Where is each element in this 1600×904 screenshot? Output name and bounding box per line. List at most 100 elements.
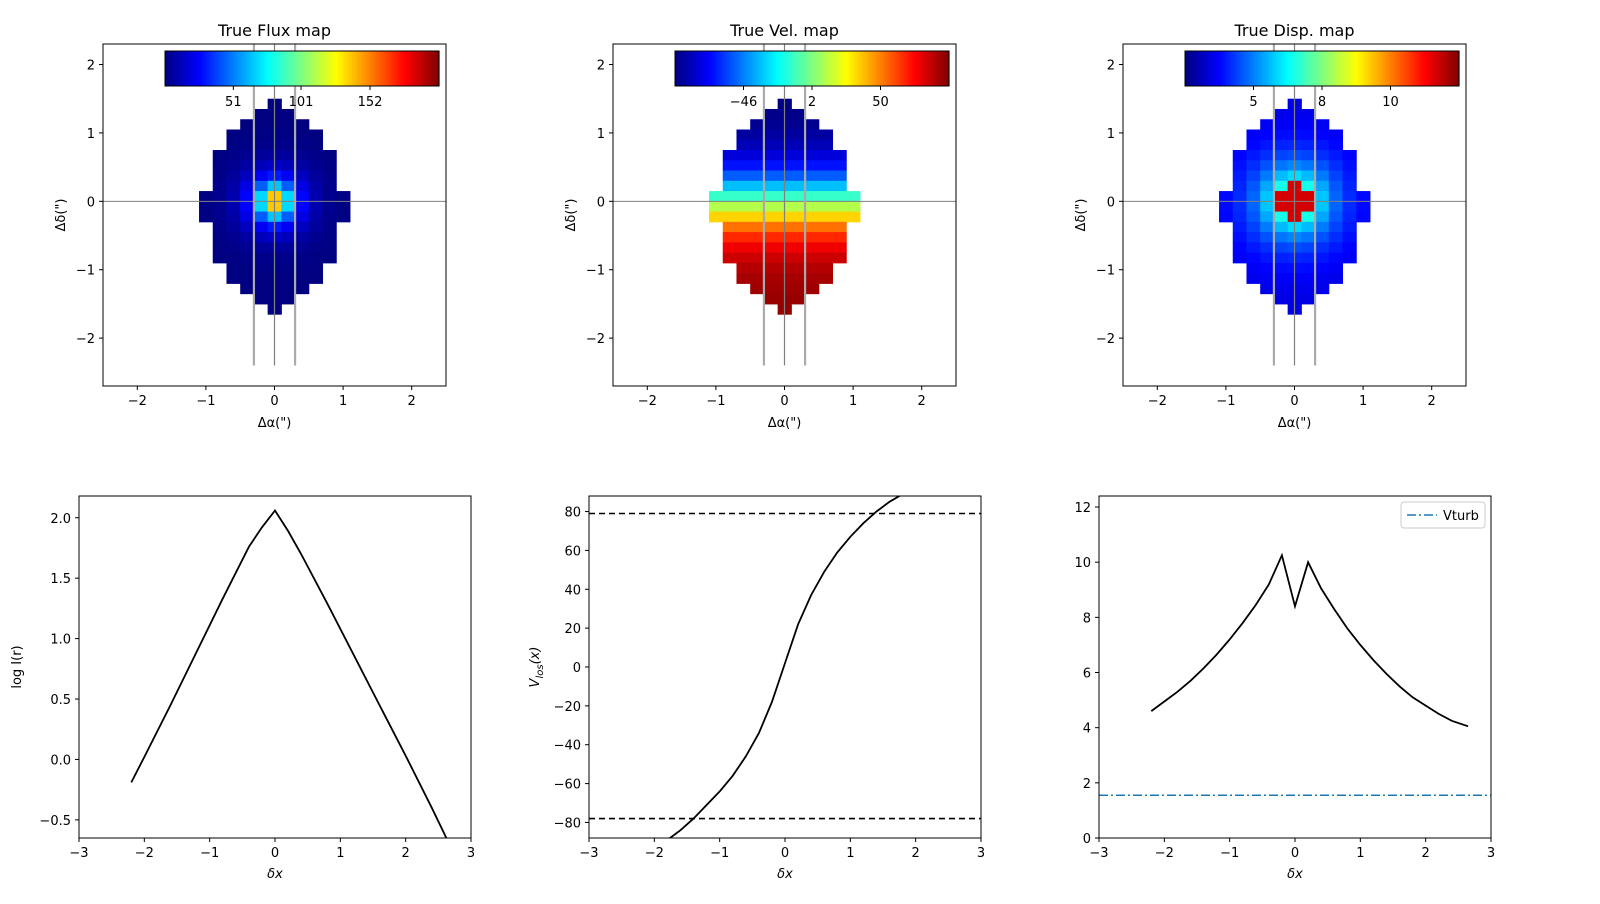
- heatmap-pixel: [1260, 139, 1275, 151]
- colorbar-segment: [254, 51, 257, 86]
- heatmap-pixel: [253, 180, 269, 192]
- heatmap-pixel: [722, 221, 737, 233]
- x-tick-label: −3: [69, 846, 88, 861]
- colorbar-tick-label: 51: [225, 95, 242, 110]
- heatmap-pixel: [750, 191, 765, 202]
- colorbar-segment: [388, 51, 392, 86]
- colorbar-segment: [1376, 51, 1380, 86]
- heatmap-pixel: [240, 273, 255, 284]
- heatmap-pixel: [295, 221, 310, 233]
- heatmap-pixel: [791, 139, 806, 151]
- colorbar-segment: [912, 51, 916, 86]
- heatmap-pixels: [199, 98, 351, 315]
- heatmap-pixel: [1328, 180, 1344, 192]
- panel-5: −3 −2 −1 0 1 2 3 −80 −60 −40 −20 0 20 40 60 80 δx Vlos(x): [528, 495, 985, 882]
- colorbar-segment: [171, 51, 175, 86]
- heatmap-pixel: [1342, 242, 1357, 254]
- heatmap-pixel: [226, 150, 241, 161]
- colorbar-segment: [1335, 51, 1339, 86]
- colorbar-segment: [386, 51, 390, 86]
- heatmap-pixel: [253, 283, 269, 295]
- x-tick-label: −2: [645, 846, 664, 861]
- heatmap-pixel: [281, 221, 296, 233]
- colorbar-segment: [864, 51, 868, 86]
- legend-label: Vturb: [1443, 509, 1479, 524]
- colorbar-segment: [1322, 51, 1325, 86]
- heatmap-pixel: [818, 160, 834, 172]
- colorbar-segment: [1285, 51, 1289, 86]
- heatmap-pixel: [791, 170, 806, 182]
- colorbar-segment: [764, 51, 767, 86]
- colorbar-segment: [215, 51, 219, 86]
- y-tick-label: 0.5: [50, 693, 71, 708]
- panel-3: −2 −2 −1 −1 0 0 1 1 2 2 True Disp. map Δα(") Δδ(") 5 8…: [1074, 21, 1467, 431]
- colorbar-segment: [1445, 51, 1449, 86]
- heatmap-pixel: [281, 232, 296, 243]
- heatmap-pixel: [791, 262, 806, 274]
- colorbar-segment: [322, 51, 326, 86]
- heatmap-pixel: [212, 232, 227, 243]
- heatmap-pixel: [750, 150, 765, 161]
- colorbar-segment: [930, 51, 934, 86]
- colorbar-segment: [1456, 51, 1460, 86]
- colorbar-segment: [1385, 51, 1389, 86]
- colorbar-segment: [274, 51, 278, 86]
- colorbar-segment: [260, 51, 264, 86]
- colorbar-segment: [757, 51, 761, 86]
- heatmap-pixel: [1342, 201, 1357, 213]
- colorbar-segment: [283, 51, 287, 86]
- colorbar-segment: [295, 51, 299, 86]
- heatmap-pixel: [1315, 160, 1330, 172]
- heatmap-pixel: [1301, 262, 1316, 274]
- heatmap-pixel: [295, 170, 310, 182]
- colorbar-segment: [1392, 51, 1396, 86]
- heatmap-pixel: [1246, 139, 1261, 151]
- colorbar-segment: [1353, 51, 1357, 86]
- colorbar-segment: [738, 51, 742, 86]
- heatmap-pixel: [1315, 273, 1330, 284]
- heatmap-pixel: [818, 129, 834, 141]
- heatmap-pixel: [1342, 170, 1357, 182]
- heatmap-pixel: [1273, 108, 1289, 120]
- heatmap-pixel: [1328, 139, 1344, 151]
- x-tick-label: 1: [849, 394, 857, 409]
- heatmap-pixel: [1246, 129, 1261, 141]
- heatmap-pixel: [308, 170, 324, 182]
- heatmap-pixel: [295, 273, 310, 284]
- heatmap-pixel: [763, 160, 779, 172]
- colorbar-segment: [805, 51, 809, 86]
- heatmap-pixel: [1315, 211, 1330, 223]
- colorbar-segment: [1408, 51, 1412, 86]
- heatmap-pixel: [308, 150, 324, 161]
- heatmap-pixel: [1232, 150, 1247, 161]
- y-tick-label: −0.5: [39, 814, 71, 829]
- colorbar-segment: [716, 51, 719, 86]
- colorbar-segment: [848, 51, 852, 86]
- y-tick-label: 1.5: [50, 572, 71, 587]
- heatmap-pixel: [1328, 273, 1344, 284]
- colorbar-segment: [798, 51, 802, 86]
- colorbar-segment: [1294, 51, 1298, 86]
- colorbar-segment: [1280, 51, 1284, 86]
- x-tick-label: −3: [579, 846, 598, 861]
- heatmap-pixel: [791, 211, 806, 223]
- colorbar-segment: [292, 51, 296, 86]
- heatmap-pixel: [1273, 293, 1289, 305]
- colorbar-segment: [1258, 51, 1261, 86]
- series-line: [130, 508, 448, 838]
- colorbar-segment: [1290, 51, 1293, 86]
- heatmap-pixel: [308, 252, 324, 264]
- x-tick-label: −2: [128, 394, 147, 409]
- heatmap-pixel: [832, 221, 847, 233]
- heatmap-pixel: [763, 283, 779, 295]
- heatmap-pixel: [253, 160, 269, 172]
- colorbar-segment: [910, 51, 914, 86]
- heatmap-pixel: [818, 262, 834, 274]
- y-axis-label: Δδ("): [54, 199, 69, 232]
- heatmap-pixel: [1273, 139, 1289, 151]
- heatmap-pixel: [295, 129, 310, 141]
- heatmap-pixel: [1246, 160, 1261, 172]
- colorbar-segment: [1223, 51, 1227, 86]
- heatmap-pixel: [805, 211, 820, 223]
- colorbar-segment: [942, 51, 946, 86]
